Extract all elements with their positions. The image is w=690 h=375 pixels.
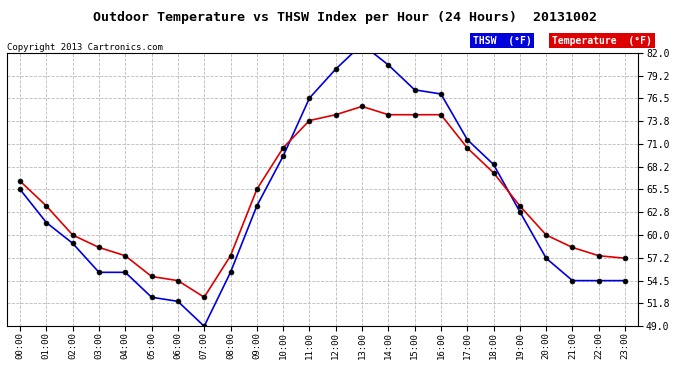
Text: Copyright 2013 Cartronics.com: Copyright 2013 Cartronics.com (7, 43, 163, 52)
Text: Outdoor Temperature vs THSW Index per Hour (24 Hours)  20131002: Outdoor Temperature vs THSW Index per Ho… (93, 11, 597, 24)
Text: THSW  (°F): THSW (°F) (473, 36, 531, 46)
Text: Temperature  (°F): Temperature (°F) (552, 36, 652, 46)
